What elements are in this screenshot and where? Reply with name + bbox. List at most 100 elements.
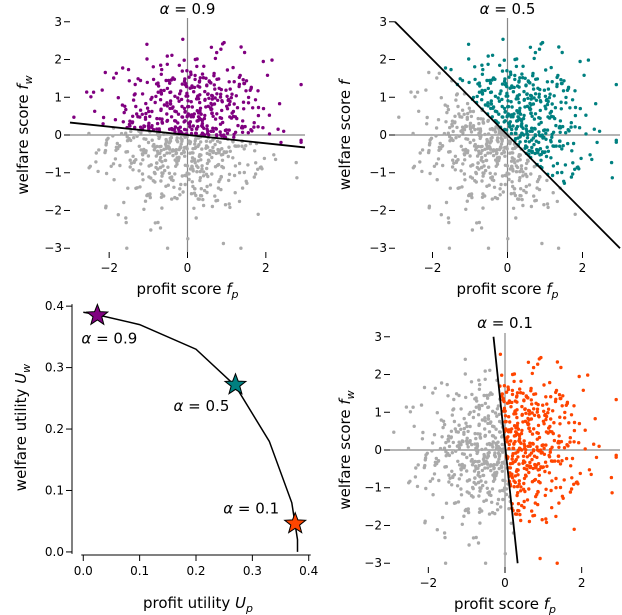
scatter-point — [484, 158, 489, 163]
scatter-point — [540, 450, 544, 455]
scatter-point — [471, 486, 475, 491]
scatter-point — [527, 140, 531, 144]
scatter-point — [480, 88, 484, 93]
scatter-point — [533, 392, 538, 396]
scatter-point — [516, 491, 520, 495]
scatter-point — [230, 111, 234, 115]
scatter-point — [465, 117, 469, 121]
scatter-point — [490, 53, 495, 57]
scatter-point — [521, 170, 525, 174]
scatter-point — [483, 103, 488, 107]
scatter-point — [577, 441, 581, 445]
marker-label: α = 0.1 — [223, 500, 279, 518]
scatter-point — [423, 463, 427, 468]
scatter-point — [225, 94, 229, 99]
scatter-point — [451, 408, 455, 412]
scatter-point — [150, 125, 154, 129]
scatter-point — [515, 484, 520, 489]
scatter-point — [231, 156, 235, 160]
scatter-point — [550, 479, 554, 483]
scatter-point — [159, 72, 163, 77]
scatter-point — [441, 163, 445, 168]
scatter-point — [436, 459, 441, 463]
scatter-point — [532, 454, 537, 458]
scatter-point — [187, 113, 191, 117]
scatter-point — [452, 161, 456, 165]
scatter-point — [180, 69, 184, 73]
scatter-point — [178, 92, 182, 96]
scatter-point — [450, 165, 455, 169]
scatter-point — [136, 77, 140, 81]
scatter-point — [518, 158, 522, 162]
scatter-point — [573, 167, 577, 171]
scatter-point — [164, 78, 168, 83]
scatter-point — [528, 129, 532, 133]
scatter-point — [142, 137, 146, 141]
scatter-point — [519, 441, 523, 445]
scatter-point — [495, 508, 500, 512]
scatter-point — [464, 421, 468, 425]
scatter-point — [282, 129, 286, 133]
scatter-point — [198, 178, 202, 183]
scatter-point — [551, 144, 555, 148]
scatter-point — [177, 147, 181, 152]
scatter-point — [227, 128, 231, 132]
scatter-point — [439, 213, 443, 217]
scatter-point — [520, 197, 524, 202]
scatter-point — [242, 107, 246, 111]
scatter-point — [535, 448, 540, 452]
scatter-point — [533, 134, 538, 138]
scatter-point — [227, 80, 231, 84]
scatter-point — [476, 161, 480, 165]
scatter-point — [528, 107, 533, 111]
scatter-point — [475, 165, 479, 170]
scatter-point — [464, 124, 469, 129]
scatter-point — [412, 424, 416, 428]
scatter-point — [528, 464, 533, 468]
scatter-point — [560, 147, 564, 151]
scatter-point — [464, 207, 468, 211]
scatter-point — [549, 488, 553, 493]
scatter-point — [533, 50, 538, 55]
scatter-point — [159, 155, 163, 160]
scatter-point — [144, 111, 148, 116]
scatter-point — [244, 179, 248, 183]
scatter-point — [406, 446, 411, 451]
scatter-point — [103, 70, 108, 75]
scatter-point — [465, 436, 469, 440]
scatter-point — [175, 160, 179, 164]
x-tick-label: 0 — [184, 261, 192, 275]
scatter-point — [558, 139, 562, 143]
scatter-point — [554, 144, 558, 148]
scatter-point — [497, 430, 502, 434]
scatter-point — [182, 145, 187, 150]
y-tick-label: −1 — [44, 166, 62, 180]
scatter-point — [493, 172, 497, 176]
scatter-point — [482, 499, 486, 503]
scatter-point — [193, 187, 197, 191]
scatter-point — [462, 514, 466, 518]
scatter-point — [451, 129, 455, 134]
scatter-point — [500, 104, 504, 109]
scatter-point — [118, 163, 122, 168]
scatter-point — [469, 130, 474, 134]
scatter-point — [160, 160, 164, 164]
scatter-point — [493, 411, 498, 415]
scatter-point — [543, 104, 547, 109]
scatter-point — [125, 139, 130, 143]
scatter-point — [147, 193, 152, 198]
scatter-point — [228, 205, 232, 210]
scatter-point — [479, 479, 483, 483]
y-axis-label: welfare utility Uw — [12, 364, 33, 491]
scatter-point — [545, 102, 550, 107]
scatter-point — [509, 521, 513, 525]
scatter-point — [299, 82, 303, 87]
scatter-point — [473, 431, 477, 436]
scatter-point — [515, 165, 520, 170]
scatter-point — [505, 91, 509, 96]
scatter-point — [474, 180, 478, 184]
scatter-point — [464, 147, 468, 152]
scatter-point — [153, 221, 157, 225]
